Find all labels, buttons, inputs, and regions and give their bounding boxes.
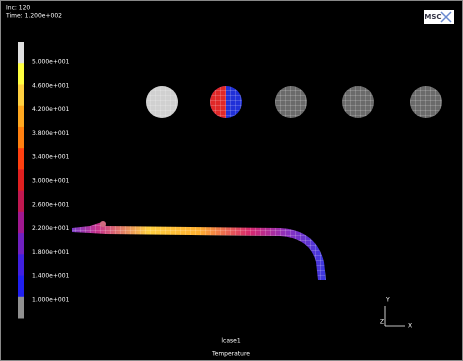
legend-label: 4.600e+001 <box>32 82 70 89</box>
color-swatch <box>18 63 24 85</box>
color-swatch <box>18 169 24 191</box>
legend-label: 1.000e+001 <box>32 297 70 304</box>
color-swatch <box>18 212 24 234</box>
legend-label: 2.200e+001 <box>32 225 70 232</box>
legend-label: 4.200e+001 <box>32 106 70 113</box>
color-swatch <box>18 42 24 64</box>
color-swatch <box>18 84 24 106</box>
triad-z: Z <box>380 319 384 326</box>
quantity: Temperature <box>211 351 250 358</box>
color-bar <box>18 42 24 319</box>
sphere-mesh <box>210 86 242 118</box>
legend-label: 3.800e+001 <box>32 130 70 137</box>
color-swatch <box>18 233 24 255</box>
sphere-mesh <box>146 86 178 118</box>
color-swatch <box>18 276 24 298</box>
loadcase: lcase1 <box>221 338 240 345</box>
legend-label: 1.400e+001 <box>32 273 70 280</box>
color-swatch <box>18 148 24 170</box>
legend-label: 3.000e+001 <box>32 178 70 185</box>
sphere-mesh <box>410 86 442 118</box>
time: Time: 1.200e+002 <box>5 13 62 20</box>
color-swatch <box>18 191 24 213</box>
sphere-mesh <box>342 86 374 118</box>
legend-label: 1.800e+001 <box>32 249 70 256</box>
viewport: Inc: 120 Time: 1.200e+002 MSC 5.000e+001… <box>0 0 463 361</box>
legend-label: 3.400e+001 <box>32 154 70 161</box>
frame <box>1 1 463 361</box>
legend-label: 5.000e+001 <box>32 59 70 66</box>
color-swatch <box>18 254 24 276</box>
color-swatch <box>18 106 24 128</box>
color-swatch <box>18 297 24 319</box>
color-swatch <box>18 127 24 149</box>
legend-label: 2.600e+001 <box>32 201 70 208</box>
logo: MSC <box>424 13 441 21</box>
increment: Inc: 120 <box>6 5 30 12</box>
triad-x: X <box>408 323 412 330</box>
triad-y: Y <box>385 297 390 304</box>
sphere-mesh <box>275 86 307 118</box>
cable-end <box>100 221 106 227</box>
